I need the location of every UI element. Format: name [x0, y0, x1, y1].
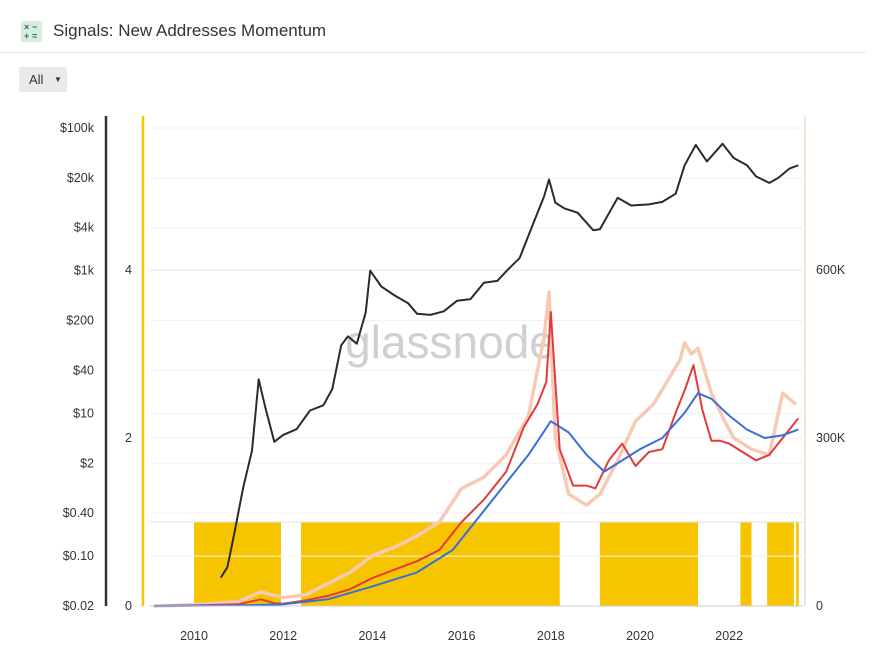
axes: $0.02 $0.10 $0.40 $2 $10 $40 $200 $1k $4k $20k $10… — [60, 116, 846, 643]
price-tick-label: $0.02 — [63, 599, 94, 613]
price-tick-label: $2 — [80, 456, 94, 470]
series-new-addresses-long — [153, 392, 799, 607]
price-tick-label: $0.10 — [63, 549, 94, 563]
signal-bar-3 — [740, 522, 752, 606]
series-price — [219, 142, 799, 579]
signal-tick-label: 4 — [125, 263, 132, 277]
addresses-tick-label: 0 — [816, 599, 823, 613]
x-tick-label: 2018 — [537, 629, 565, 643]
time-range-value: All — [29, 72, 44, 87]
addresses-tick-label: 300K — [816, 431, 846, 445]
x-tick-label: 2020 — [626, 629, 654, 643]
time-range-dropdown[interactable]: All ▼ — [19, 67, 67, 92]
price-tick-label: $200 — [66, 314, 94, 328]
price-tick-label: $20k — [67, 171, 95, 185]
addresses-tick-label: 600K — [816, 263, 846, 277]
x-tick-label: 2010 — [180, 629, 208, 643]
x-tick-label: 2016 — [448, 629, 476, 643]
watermark: glassnode — [345, 316, 555, 368]
x-tick-label: 2014 — [358, 629, 386, 643]
series-new-addresses-short — [153, 311, 800, 607]
signal-layer — [194, 522, 799, 606]
signal-tick-label: 2 — [125, 431, 132, 445]
price-tick-label: $100k — [60, 121, 95, 135]
caret-down-icon: ▼ — [54, 75, 62, 84]
series-new-addresses-raw — [153, 290, 798, 608]
price-tick-label: $10 — [73, 406, 94, 420]
signal-bar-4 — [767, 522, 794, 606]
chart-header: × − + = Signals: New Addresses Momentum — [0, 0, 866, 53]
price-tick-label: $1k — [74, 264, 95, 278]
price-tick-label: $40 — [73, 363, 94, 377]
signal-bar-5 — [796, 522, 799, 606]
signal-tick-label: 0 — [125, 599, 132, 613]
x-tick-label: 2012 — [269, 629, 297, 643]
x-tick-label: 2022 — [715, 629, 743, 643]
signal-bar-2 — [599, 522, 698, 606]
price-tick-label: $0.40 — [63, 506, 94, 520]
series-layer — [153, 142, 800, 608]
calculator-icon: × − + = — [21, 21, 42, 42]
price-tick-label: $4k — [74, 221, 95, 235]
page-title: Signals: New Addresses Momentum — [53, 21, 327, 40]
